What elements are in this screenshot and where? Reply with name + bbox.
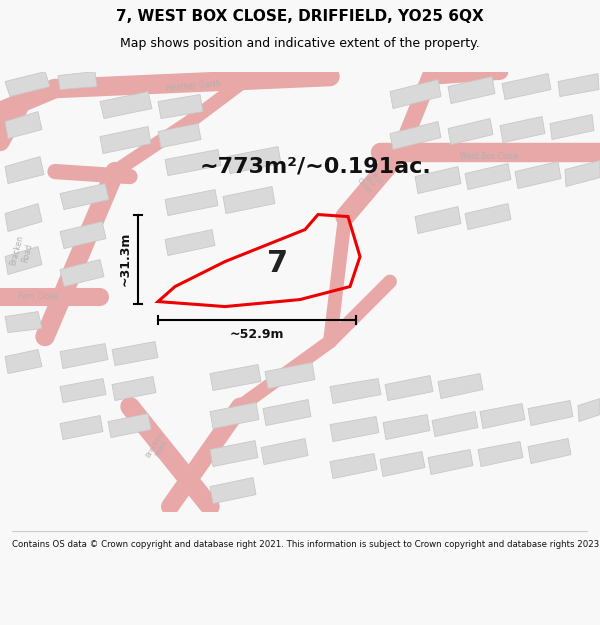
Text: Contains OS data © Crown copyright and database right 2021. This information is : Contains OS data © Crown copyright and d… <box>12 540 600 549</box>
Polygon shape <box>100 126 151 154</box>
Polygon shape <box>448 77 495 104</box>
Polygon shape <box>210 478 256 504</box>
Polygon shape <box>380 451 425 476</box>
Polygon shape <box>108 414 151 437</box>
Polygon shape <box>578 399 600 421</box>
Polygon shape <box>478 441 523 466</box>
Text: West Box Close: West Box Close <box>460 152 518 161</box>
Polygon shape <box>60 259 104 286</box>
Polygon shape <box>565 161 600 186</box>
Text: West
Box
Close: West Box Close <box>356 168 384 195</box>
Polygon shape <box>210 364 261 391</box>
Polygon shape <box>60 221 106 249</box>
Polygon shape <box>415 166 461 194</box>
Text: ~31.3m: ~31.3m <box>119 232 131 286</box>
Polygon shape <box>263 399 311 426</box>
Polygon shape <box>112 376 156 401</box>
Polygon shape <box>465 204 511 229</box>
Polygon shape <box>165 149 221 176</box>
Polygon shape <box>261 439 308 464</box>
Polygon shape <box>165 189 218 216</box>
Polygon shape <box>5 112 42 139</box>
Polygon shape <box>60 379 106 402</box>
Polygon shape <box>390 79 441 109</box>
Polygon shape <box>330 379 381 404</box>
Polygon shape <box>428 449 473 474</box>
Text: ~52.9m: ~52.9m <box>230 328 284 341</box>
Polygon shape <box>528 439 571 464</box>
Polygon shape <box>60 344 108 369</box>
Polygon shape <box>390 121 441 149</box>
Polygon shape <box>158 124 201 148</box>
Polygon shape <box>432 411 478 436</box>
Polygon shape <box>330 416 379 441</box>
Polygon shape <box>5 156 44 184</box>
Polygon shape <box>465 164 511 189</box>
Polygon shape <box>210 441 258 466</box>
Polygon shape <box>480 404 525 429</box>
Polygon shape <box>223 186 275 214</box>
Polygon shape <box>165 229 215 256</box>
Polygon shape <box>502 74 551 99</box>
Text: Bracken
Road: Bracken Road <box>8 234 35 269</box>
Text: 7, WEST BOX CLOSE, DRIFFIELD, YO25 6QX: 7, WEST BOX CLOSE, DRIFFIELD, YO25 6QX <box>116 9 484 24</box>
Polygon shape <box>5 72 50 97</box>
Text: Bracken
Road: Bracken Road <box>145 431 171 462</box>
Polygon shape <box>558 74 599 97</box>
Polygon shape <box>5 311 42 332</box>
Text: Fern Close: Fern Close <box>18 292 58 301</box>
Polygon shape <box>265 362 315 389</box>
Polygon shape <box>58 72 97 89</box>
Polygon shape <box>438 374 483 399</box>
Polygon shape <box>60 416 103 439</box>
Polygon shape <box>500 116 545 142</box>
Text: 7: 7 <box>268 249 289 278</box>
Polygon shape <box>112 341 158 366</box>
Polygon shape <box>227 146 281 174</box>
Text: Heather Garth: Heather Garth <box>165 79 221 94</box>
Text: Map shows position and indicative extent of the property.: Map shows position and indicative extent… <box>120 38 480 50</box>
Polygon shape <box>60 184 109 209</box>
Polygon shape <box>5 246 42 274</box>
Polygon shape <box>5 349 42 374</box>
Polygon shape <box>550 114 594 139</box>
Polygon shape <box>528 401 573 426</box>
Polygon shape <box>100 92 152 119</box>
Polygon shape <box>448 119 493 144</box>
Polygon shape <box>5 204 42 231</box>
Polygon shape <box>515 161 561 189</box>
Polygon shape <box>385 376 433 401</box>
Polygon shape <box>415 206 461 234</box>
Polygon shape <box>330 454 377 479</box>
Text: ~773m²/~0.191ac.: ~773m²/~0.191ac. <box>200 156 432 176</box>
Polygon shape <box>158 94 203 119</box>
Polygon shape <box>210 402 259 429</box>
Polygon shape <box>383 414 430 439</box>
